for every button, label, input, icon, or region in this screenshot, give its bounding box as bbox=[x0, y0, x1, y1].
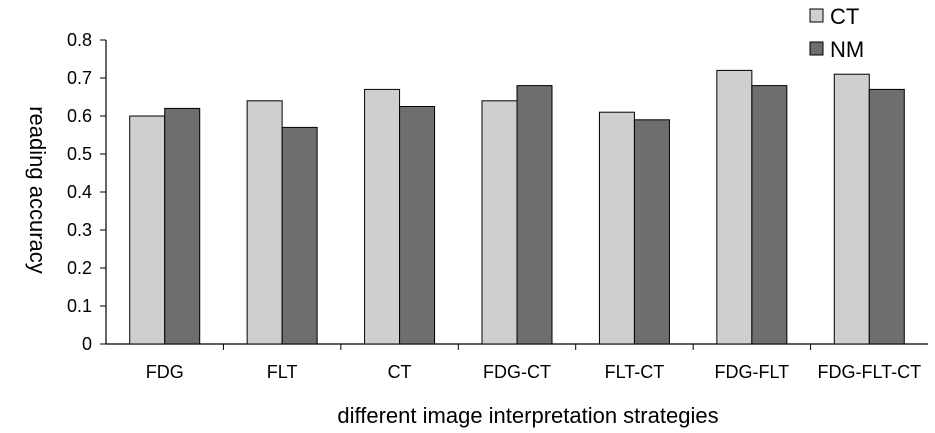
bar-nm-fdg-ct bbox=[516, 85, 553, 345]
x-tick-label: FLT-CT bbox=[605, 362, 665, 382]
legend-swatch-ct bbox=[809, 8, 824, 23]
x-tick-label: FDG-FLT bbox=[715, 362, 790, 382]
x-tick-label: FDG-CT bbox=[483, 362, 551, 382]
x-tick-label: FDG bbox=[146, 362, 184, 382]
x-tick-label: FLT bbox=[267, 362, 298, 382]
y-tick-label: 0.4 bbox=[67, 182, 92, 202]
bar-nm-flt-ct bbox=[633, 119, 670, 345]
y-axis-title: reading accuracy bbox=[25, 106, 50, 274]
y-tick-label: 0.2 bbox=[67, 258, 92, 278]
bars bbox=[129, 69, 905, 345]
y-tick-label: 0.3 bbox=[67, 220, 92, 240]
bar-ct-flt-ct bbox=[598, 111, 635, 345]
y-axis: 0 0.1 0.2 0.3 0.4 0.5 0.6 0.7 0.8 bbox=[67, 30, 107, 354]
bar-ct-ct bbox=[364, 88, 401, 345]
y-tick-label: 0.7 bbox=[67, 68, 92, 88]
bar-ct-fdg-ct bbox=[481, 100, 518, 345]
x-tick-label: FDG-FLT-CT bbox=[817, 362, 921, 382]
bar-nm-flt bbox=[281, 126, 318, 345]
y-tick-label: 0.8 bbox=[67, 30, 92, 50]
bar-ct-flt bbox=[246, 100, 283, 345]
legend-label-ct: CT bbox=[830, 4, 859, 29]
legend-swatch-nm bbox=[809, 41, 824, 56]
legend: CT NM bbox=[809, 4, 864, 62]
y-tick-label: 0.5 bbox=[67, 144, 92, 164]
bar-ct-fdg-flt bbox=[716, 69, 753, 345]
y-tick-label: 0.6 bbox=[67, 106, 92, 126]
bar-nm-fdg-flt-ct bbox=[868, 88, 905, 345]
y-tick-label: 0 bbox=[82, 334, 92, 354]
bar-nm-fdg bbox=[164, 107, 201, 345]
x-tick-label: CT bbox=[388, 362, 412, 382]
bar-ct-fdg-flt-ct bbox=[833, 73, 870, 345]
y-tick-label: 0.1 bbox=[67, 296, 92, 316]
x-axis-title: different image interpretation strategie… bbox=[337, 403, 718, 428]
bar-ct-fdg bbox=[129, 115, 166, 345]
x-axis: FDG FLT CT FDG-CT FLT-CT FDG-FLT FDG-FLT-CT bbox=[106, 343, 928, 382]
bar-nm-ct bbox=[399, 106, 436, 345]
bar-nm-fdg-flt bbox=[751, 85, 788, 345]
legend-label-nm: NM bbox=[830, 37, 864, 62]
